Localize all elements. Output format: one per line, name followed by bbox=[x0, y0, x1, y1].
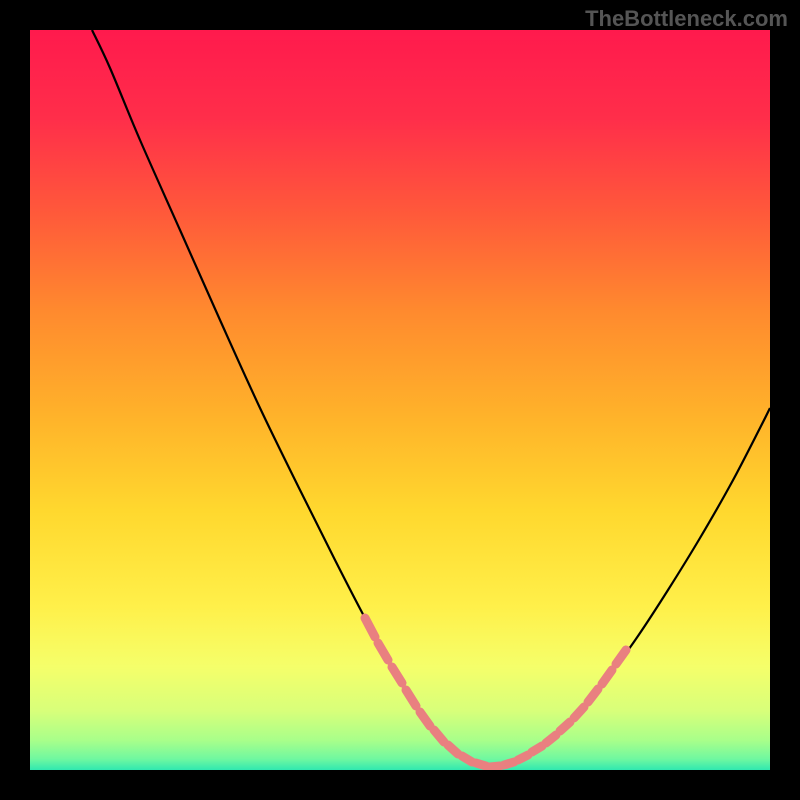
bottleneck-curve bbox=[30, 30, 770, 770]
highlight-segments bbox=[365, 618, 626, 767]
plot-area bbox=[30, 30, 770, 770]
curve-line bbox=[92, 30, 770, 767]
chart-container: TheBottleneck.com bbox=[0, 0, 800, 800]
watermark-text: TheBottleneck.com bbox=[585, 6, 788, 32]
